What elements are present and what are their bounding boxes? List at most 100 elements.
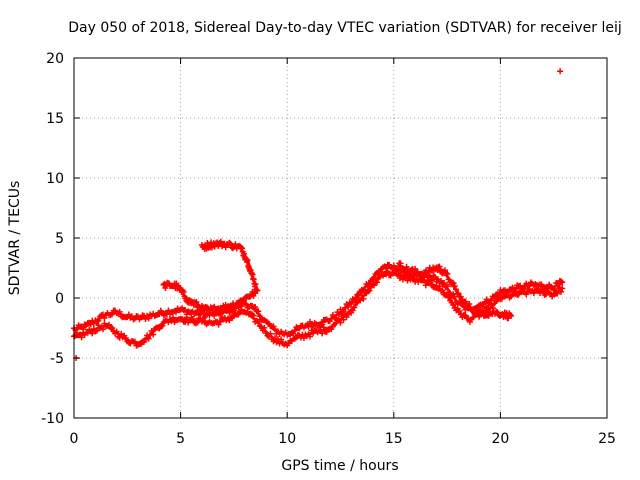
data-point-marker: [226, 309, 233, 316]
data-point-marker: [198, 307, 205, 314]
data-point-marker: [523, 291, 530, 298]
y-tick-label: -10: [41, 411, 64, 427]
data-point-marker: [540, 287, 547, 294]
data-point-marker: [272, 326, 279, 333]
data-point-marker: [165, 307, 172, 314]
data-point-marker: [558, 278, 565, 285]
data-point-marker: [489, 304, 496, 311]
data-point-marker: [469, 314, 476, 321]
data-point-marker: [466, 301, 473, 308]
data-point-marker: [200, 315, 207, 322]
data-point-marker: [420, 273, 427, 280]
data-point-marker: [169, 314, 176, 321]
data-point-marker: [558, 288, 565, 295]
data-point-marker: [310, 323, 317, 330]
data-point-marker: [434, 276, 441, 283]
y-axis-label: SDTVAR / TECUs: [7, 181, 23, 296]
data-point-marker: [384, 268, 391, 275]
y-tick-label: 20: [46, 51, 64, 67]
data-point-marker: [255, 318, 262, 325]
data-point-marker: [493, 308, 500, 315]
data-point-marker: [198, 318, 205, 325]
data-point-marker: [559, 279, 566, 286]
data-point-marker: [415, 278, 422, 285]
data-point-marker: [183, 314, 190, 321]
data-point-marker: [95, 322, 102, 329]
data-point-marker: [328, 315, 335, 322]
data-point-marker: [93, 327, 100, 334]
data-point-marker: [258, 323, 265, 330]
data-point-marker: [150, 331, 157, 338]
data-point-marker: [210, 304, 217, 311]
data-point-marker: [483, 296, 490, 303]
data-point-marker: [342, 304, 349, 311]
data-point-marker: [256, 313, 263, 320]
data-point-marker: [235, 311, 242, 318]
data-point-marker: [109, 311, 116, 318]
data-point-marker: [307, 318, 314, 325]
data-point-marker: [343, 313, 350, 320]
data-point-marker: [485, 304, 492, 311]
data-point-marker: [116, 308, 123, 315]
data-point-marker: [261, 324, 268, 331]
data-point-marker: [476, 313, 483, 320]
data-points: [71, 68, 566, 361]
data-point-marker: [412, 265, 419, 272]
data-point-marker: [148, 327, 155, 334]
data-point-marker: [226, 239, 233, 246]
data-point-marker: [358, 292, 365, 299]
data-point-marker: [398, 271, 405, 278]
data-point-marker: [291, 327, 298, 334]
data-point-marker: [90, 320, 97, 327]
data-point-marker: [554, 290, 561, 297]
data-point-marker: [193, 299, 200, 306]
x-tick-label: 20: [491, 431, 509, 447]
data-point-marker: [118, 330, 125, 337]
x-axis-label: GPS time / hours: [281, 458, 398, 474]
grid: [74, 58, 607, 418]
data-point-marker: [145, 335, 152, 342]
data-point-marker: [243, 301, 250, 308]
data-point-marker: [507, 311, 514, 318]
data-point-marker: [273, 339, 280, 346]
chart-title: Day 050 of 2018, Sidereal Day-to-day VTE…: [68, 20, 622, 36]
data-point-marker: [125, 311, 132, 318]
data-point-marker: [340, 308, 347, 315]
data-point-marker: [337, 319, 344, 326]
data-point-marker: [451, 283, 458, 290]
data-point-marker: [337, 306, 344, 313]
data-point-marker: [439, 287, 446, 294]
data-point-marker: [87, 321, 94, 328]
data-point-marker: [452, 286, 459, 293]
data-point-marker: [216, 239, 223, 246]
data-point-marker: [401, 267, 408, 274]
data-point-marker: [113, 328, 120, 335]
data-point-marker: [450, 302, 457, 309]
x-tick-label: 0: [70, 431, 79, 447]
data-point-marker: [390, 262, 397, 269]
data-point-marker: [109, 325, 116, 332]
data-point-marker: [357, 297, 364, 304]
data-point-marker: [402, 273, 409, 280]
data-point-marker: [78, 334, 85, 341]
data-point-marker: [431, 273, 438, 280]
y-tick-label: 0: [55, 291, 64, 307]
x-tick-label: 25: [598, 431, 616, 447]
data-point-marker: [290, 330, 297, 337]
data-point-marker: [226, 317, 233, 324]
data-point-marker: [254, 287, 261, 294]
data-point-marker: [456, 308, 463, 315]
data-point-marker: [395, 270, 402, 277]
data-point-marker: [444, 283, 451, 290]
data-point-marker: [162, 285, 169, 292]
data-point-marker: [250, 312, 257, 319]
data-point-marker: [436, 263, 443, 270]
data-point-marker: [366, 287, 373, 294]
data-point-marker: [530, 290, 537, 297]
data-point-marker: [465, 315, 472, 322]
axis-ticks: 0 5 10 15 20 25 -10 -5 0 5 10 15 20: [41, 51, 616, 447]
data-point-marker: [131, 338, 138, 345]
data-point-marker: [441, 279, 448, 286]
